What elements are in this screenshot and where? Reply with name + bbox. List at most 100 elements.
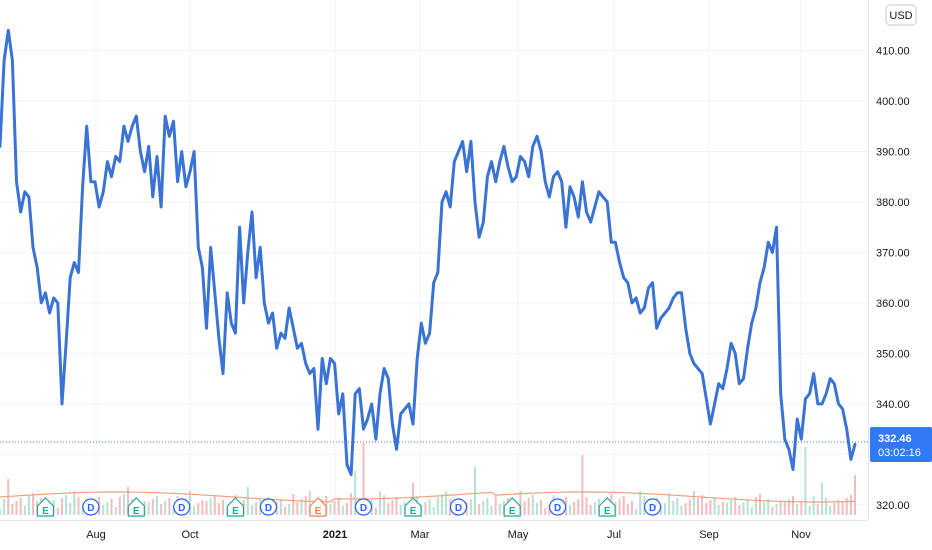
price-scale[interactable]: 320.00330.00340.00350.00360.00370.00380.… xyxy=(876,45,910,511)
volume-bar xyxy=(60,498,63,515)
earnings-marker[interactable] xyxy=(598,497,616,517)
earnings-marker[interactable] xyxy=(127,497,145,517)
volume-moving-average xyxy=(0,491,856,503)
dividend-marker[interactable] xyxy=(644,498,662,516)
y-tick-label: 320.00 xyxy=(876,500,910,512)
earnings-marker[interactable] xyxy=(404,497,422,517)
volume-bar xyxy=(808,506,811,515)
volume-bar xyxy=(106,502,109,515)
volume-bar xyxy=(618,499,621,515)
y-tick-label: 350.00 xyxy=(876,348,910,360)
volume-bar xyxy=(337,498,340,515)
dividend-marker[interactable] xyxy=(354,498,373,516)
volume-bar xyxy=(672,501,675,515)
dividend-marker-label: D xyxy=(649,503,656,514)
currency-label: USD xyxy=(889,10,912,22)
earnings-marker[interactable] xyxy=(503,497,521,517)
volume-bar xyxy=(193,506,196,515)
x-tick-label: Nov xyxy=(791,529,811,541)
volume-bar xyxy=(746,499,749,515)
volume-bar xyxy=(284,507,286,515)
volume-bar xyxy=(763,502,766,515)
earnings-marker-label: E xyxy=(133,506,140,517)
volume-bar xyxy=(676,498,679,515)
dividend-marker-label: D xyxy=(265,503,272,514)
volume-bar xyxy=(721,502,724,515)
volume-bar xyxy=(535,503,538,515)
y-tick-label: 370.00 xyxy=(876,247,910,259)
volume-bar xyxy=(350,493,353,515)
volume-bar xyxy=(19,498,22,515)
volume-bar xyxy=(742,502,745,515)
volume-bar xyxy=(69,503,72,515)
volume-bar xyxy=(709,500,712,515)
dividend-marker[interactable] xyxy=(449,498,468,516)
volume-bar xyxy=(127,487,130,515)
volume-bar xyxy=(122,494,125,515)
volume-bar xyxy=(531,495,534,515)
volume-bar xyxy=(197,503,200,515)
volume-bar xyxy=(288,504,291,515)
volume-bar xyxy=(65,495,68,515)
volume-bar xyxy=(147,502,150,515)
volume-bars xyxy=(0,443,856,515)
volume-bar xyxy=(440,494,443,515)
volume-bar xyxy=(399,505,402,515)
earnings-marker-label: E xyxy=(604,506,611,517)
earnings-marker[interactable] xyxy=(36,497,55,517)
volume-bar xyxy=(494,496,497,515)
volume-bar xyxy=(820,483,823,515)
volume-bar xyxy=(841,501,844,515)
volume-bar xyxy=(659,506,662,515)
volume-bar xyxy=(395,497,398,515)
volume-bar xyxy=(490,506,493,515)
last-price-value: 332.46 xyxy=(878,433,912,445)
dividend-marker-label: D xyxy=(87,503,94,514)
volume-bar xyxy=(296,502,299,515)
volume-bar xyxy=(800,501,803,515)
dividend-marker[interactable] xyxy=(173,498,191,516)
volume-bar xyxy=(217,503,220,515)
volume-bar xyxy=(639,491,642,515)
earnings-marker-label: E xyxy=(42,506,49,517)
x-tick-label: Aug xyxy=(86,529,106,541)
x-tick-label: Sep xyxy=(699,529,719,541)
volume-bar xyxy=(209,498,212,515)
volume-bar xyxy=(759,495,761,515)
volume-bar xyxy=(56,508,59,515)
volume-bar xyxy=(250,505,253,515)
volume-bar xyxy=(279,499,282,515)
volume-bar xyxy=(151,499,154,515)
earnings-marker[interactable] xyxy=(309,497,327,517)
earnings-marker[interactable] xyxy=(226,497,245,517)
volume-bar xyxy=(589,505,592,515)
volume-bar xyxy=(771,507,774,515)
volume-bar xyxy=(246,487,249,515)
dividend-marker[interactable] xyxy=(259,498,278,516)
dividend-marker-label: D xyxy=(554,503,561,514)
volume-bar xyxy=(362,443,365,515)
dividend-marker[interactable] xyxy=(549,498,567,516)
volume-bar xyxy=(486,498,489,515)
volume-bar xyxy=(379,491,381,515)
y-tick-label: 400.00 xyxy=(876,96,910,108)
volume-bar xyxy=(779,501,782,515)
currency-badge[interactable] xyxy=(885,4,917,26)
dividend-marker[interactable] xyxy=(82,498,100,516)
y-tick-label: 410.00 xyxy=(876,45,910,57)
volume-bar xyxy=(387,503,390,515)
time-scale[interactable]: Aug Oct 2021 Mar May Jul Sep Nov xyxy=(86,529,811,541)
volume-bar xyxy=(474,467,476,515)
volume-bar xyxy=(697,498,700,515)
volume-bar xyxy=(345,503,348,515)
volume-bar xyxy=(32,493,35,515)
volume-bar xyxy=(792,496,795,515)
volume-bar xyxy=(825,498,828,515)
volume-bar xyxy=(432,507,435,515)
volume-bar xyxy=(255,502,258,515)
volume-bar xyxy=(189,491,191,515)
volume-bar xyxy=(300,499,303,515)
earnings-marker-label: E xyxy=(232,506,239,517)
